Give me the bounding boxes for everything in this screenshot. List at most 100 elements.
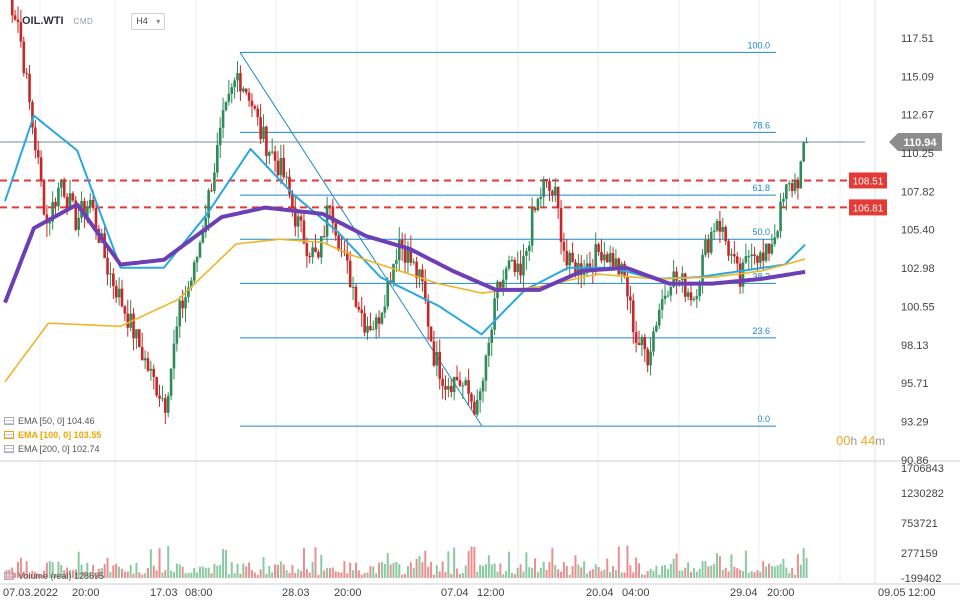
- volume-bar: [692, 568, 695, 578]
- volume-bar: [678, 570, 681, 578]
- volume-bar: [311, 561, 314, 578]
- volume-bar: [279, 561, 282, 578]
- candle-body: [756, 256, 759, 263]
- volume-bar: [614, 570, 617, 578]
- timeframe-select[interactable]: H4 ▾: [131, 12, 166, 30]
- time-tick-label: 12:00: [477, 587, 505, 599]
- volume-bar: [646, 571, 649, 578]
- candle-body: [10, 0, 14, 16]
- volume-bar: [762, 561, 765, 578]
- candle-body: [447, 385, 450, 390]
- candle-body: [770, 244, 774, 254]
- volume-bar: [245, 566, 248, 578]
- indicator-settings-icon[interactable]: [4, 572, 14, 580]
- volume-bar: [250, 570, 253, 578]
- fib-level-label: 38.2: [752, 271, 770, 281]
- volume-bar: [89, 571, 92, 578]
- volume-bar: [395, 561, 398, 578]
- axes: 117.51 115.09 112.67 110.25 107.82 105.40 102.…: [3, 33, 944, 599]
- candle-body: [233, 80, 236, 88]
- time-tick-label: 28.03: [282, 587, 310, 599]
- candle-body: [184, 297, 187, 309]
- volume-bar: [187, 572, 190, 578]
- candle-body: [302, 220, 306, 244]
- volume-bar: [118, 566, 121, 578]
- volume-bar: [230, 562, 233, 578]
- candle-body: [527, 245, 531, 252]
- candle-body: [227, 93, 231, 102]
- volume-bar: [695, 571, 698, 578]
- candle-body: [244, 88, 248, 93]
- volume-bar: [129, 564, 132, 578]
- candle-body: [39, 157, 43, 181]
- volume-bar: [427, 566, 430, 578]
- candle-body: [88, 199, 92, 208]
- candle-body: [611, 253, 615, 267]
- candle-body: [19, 22, 23, 42]
- volume-bar: [669, 563, 672, 578]
- time-tick-label: 09.05: [878, 587, 906, 599]
- candle-body: [109, 273, 112, 275]
- candle-body: [54, 201, 57, 207]
- volume-bar: [349, 562, 352, 578]
- volume-bar: [48, 561, 51, 578]
- time-tick-label: 29.04: [730, 587, 758, 599]
- candle-body: [501, 279, 505, 288]
- candle-body: [747, 256, 751, 258]
- candle-body: [461, 385, 465, 387]
- level-tag-label: 106.81: [853, 203, 884, 214]
- volume-bar: [66, 567, 69, 578]
- volume-bar: [190, 572, 193, 578]
- candle-body: [308, 256, 312, 258]
- volume-bar: [675, 553, 678, 578]
- countdown-hours: 00: [836, 433, 851, 448]
- volume-bar: [40, 574, 43, 578]
- horizontal-levels[interactable]: 108.51 106.81 110.94: [0, 132, 942, 216]
- candle-body: [230, 87, 234, 94]
- volume-bar: [86, 562, 89, 578]
- fib-level-label: 100.0: [747, 40, 770, 50]
- legend-ema-50[interactable]: EMA [50, 0] 104.46: [4, 416, 95, 426]
- volume-bar: [496, 571, 499, 578]
- indicator-settings-icon[interactable]: [4, 431, 14, 439]
- candle-body: [16, 19, 20, 23]
- volume-bar: [380, 562, 383, 578]
- candle-body: [132, 313, 135, 339]
- legend-ema-100[interactable]: EMA [100, 0] 103.55: [4, 430, 101, 440]
- candle-body: [675, 271, 678, 281]
- candle-body: [374, 317, 378, 330]
- volume-bar: [742, 571, 745, 578]
- countdown-minutes: 44: [860, 433, 876, 448]
- candle-body: [190, 280, 193, 288]
- candle-body: [579, 263, 583, 275]
- indicator-settings-icon[interactable]: [4, 445, 14, 453]
- price-tick-label: 105.40: [901, 225, 935, 237]
- candle-body: [247, 92, 251, 101]
- volume-bar: [568, 574, 571, 578]
- volume-bar: [744, 550, 747, 578]
- volume-bar: [510, 572, 513, 578]
- candle-body: [34, 127, 37, 151]
- volume-bar: [522, 571, 525, 578]
- candle-body: [542, 179, 546, 197]
- candle-body: [106, 258, 109, 275]
- volume-bar: [441, 561, 444, 578]
- candle-body: [31, 102, 34, 128]
- legend-volume[interactable]: Volume (real) 128695: [4, 571, 104, 581]
- candle-body: [152, 368, 156, 377]
- volume-bar: [617, 546, 620, 578]
- volume-bar: [444, 571, 447, 578]
- candle-body: [481, 380, 485, 392]
- legend-ema-200[interactable]: EMA [200, 0] 102.74: [4, 444, 100, 454]
- candle-body: [715, 220, 719, 231]
- indicator-settings-icon[interactable]: [4, 417, 14, 425]
- fibonacci-retracement[interactable]: 100.0 78.6 61.8 50.0 38.2 23.6 0.0: [239, 40, 776, 427]
- volume-bar: [57, 561, 60, 578]
- candle-body: [631, 300, 635, 333]
- volume-bar: [132, 573, 135, 578]
- volume-bar: [698, 568, 701, 578]
- symbol-label[interactable]: OIL.WTI: [22, 15, 64, 27]
- volume-bar: [106, 557, 109, 578]
